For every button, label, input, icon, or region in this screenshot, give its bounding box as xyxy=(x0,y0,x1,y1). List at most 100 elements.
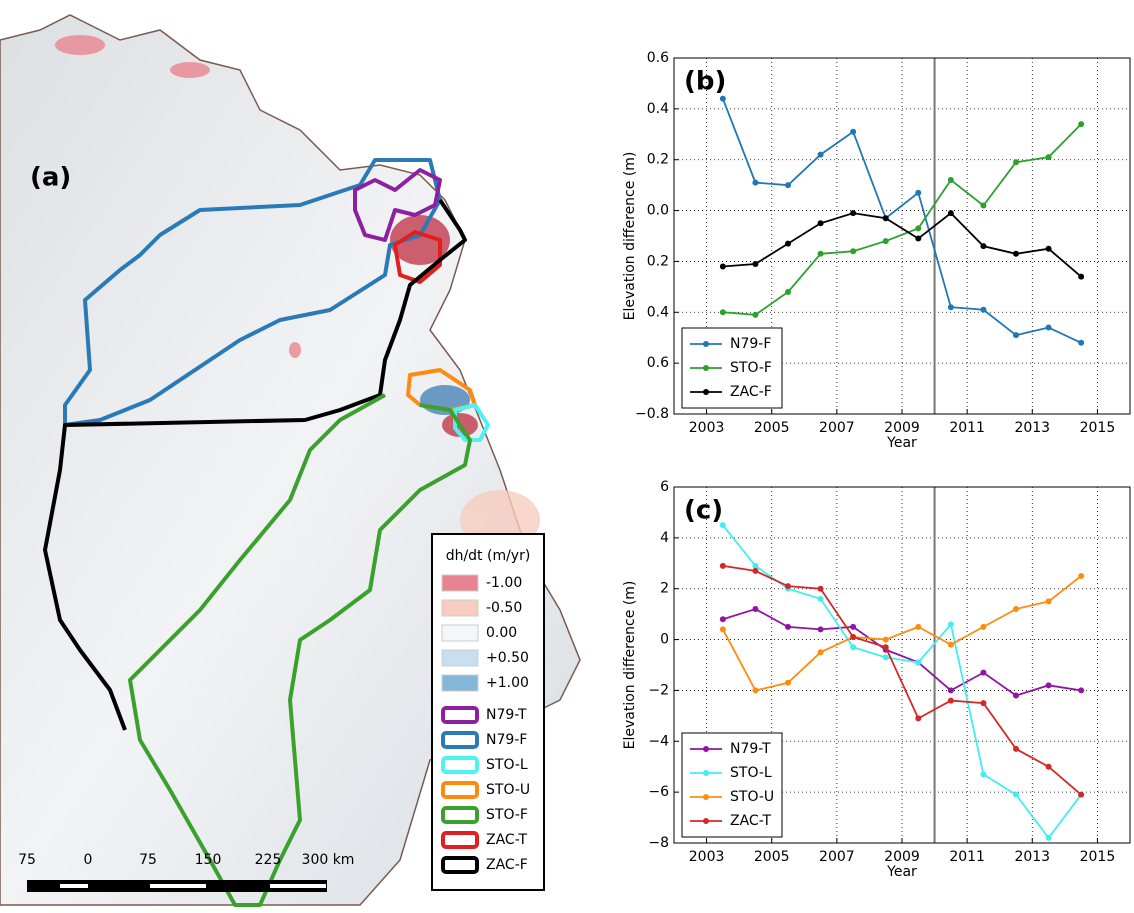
data-point xyxy=(752,180,758,186)
data-point xyxy=(915,624,921,630)
data-point xyxy=(1046,246,1052,252)
data-point xyxy=(980,243,986,249)
data-point xyxy=(883,644,889,650)
legend-label: -0.50 xyxy=(486,600,522,616)
data-point xyxy=(948,177,954,183)
y-tick-label: 0.4 xyxy=(647,101,669,117)
x-tick-label: 2015 xyxy=(1080,420,1116,436)
x-tick-label: 2011 xyxy=(949,849,985,865)
legend-label: 0.00 xyxy=(486,625,517,641)
data-point xyxy=(1046,154,1052,160)
data-point xyxy=(1078,121,1084,127)
legend-label: ZAC-T xyxy=(486,832,527,848)
legend-marker xyxy=(703,794,709,800)
scale-bar-segment xyxy=(270,884,326,888)
data-point xyxy=(883,654,889,660)
data-point xyxy=(752,261,758,267)
legend-marker xyxy=(703,365,709,371)
data-point xyxy=(785,680,791,686)
y-axis-label: Elevation difference (m) xyxy=(622,581,638,750)
y-tick-label: 0.2 xyxy=(647,152,669,168)
panel-label: (c) xyxy=(684,496,723,526)
scale-bar-segment xyxy=(150,884,206,888)
data-point xyxy=(883,637,889,643)
legend-marker xyxy=(703,818,709,824)
data-point xyxy=(1013,746,1019,752)
legend-label: STO-U xyxy=(486,782,530,798)
x-tick-label: 2003 xyxy=(689,849,725,865)
scale-label: 75 xyxy=(139,852,157,868)
legend-label: STO-F xyxy=(730,360,772,376)
legend-label: -1.00 xyxy=(486,575,522,591)
legend-label: STO-F xyxy=(486,807,528,823)
legend-label: STO-L xyxy=(486,757,528,773)
data-point xyxy=(850,644,856,650)
data-point xyxy=(980,670,986,676)
data-point xyxy=(785,289,791,295)
data-point xyxy=(752,687,758,693)
data-point xyxy=(1046,764,1052,770)
scale-bar-segment xyxy=(60,884,88,888)
page: (a) dh/dt (m/yr) -1.00-0.500.00+0.50+1.0… xyxy=(0,0,1134,913)
y-tick-label: 4 xyxy=(660,530,669,546)
data-point xyxy=(1013,792,1019,798)
data-point xyxy=(818,596,824,602)
data-point xyxy=(818,152,824,158)
data-point xyxy=(1046,682,1052,688)
x-tick-label: 2003 xyxy=(689,420,725,436)
data-point xyxy=(1078,687,1084,693)
scale-label: 75 xyxy=(18,852,36,868)
data-point xyxy=(818,586,824,592)
y-tick-label: −0.8 xyxy=(635,406,669,422)
y-tick-label: 0.6 xyxy=(647,50,669,66)
data-point xyxy=(1013,693,1019,699)
data-point xyxy=(850,634,856,640)
x-tick-label: 2011 xyxy=(949,420,985,436)
legend-label: +0.50 xyxy=(486,650,529,666)
data-point xyxy=(1013,251,1019,257)
panel-label: (a) xyxy=(30,163,71,193)
data-point xyxy=(1046,835,1052,841)
series-line xyxy=(723,576,1081,690)
data-point xyxy=(785,241,791,247)
x-tick-label: 2005 xyxy=(754,420,790,436)
data-point xyxy=(1078,573,1084,579)
data-point xyxy=(785,583,791,589)
legend-label: N79-T xyxy=(486,707,527,723)
data-point xyxy=(1078,340,1084,346)
legend-swatch xyxy=(442,650,478,666)
y-tick-label: 0 xyxy=(660,632,669,648)
y-tick-label: 0.0 xyxy=(647,203,669,219)
data-point xyxy=(752,312,758,318)
data-point xyxy=(720,96,726,102)
legend-label: ZAC-F xyxy=(486,857,528,873)
legend-label: N79-T xyxy=(730,741,771,757)
data-point xyxy=(818,251,824,257)
data-point xyxy=(883,215,889,221)
data-point xyxy=(785,182,791,188)
scale-label: 0 xyxy=(84,852,93,868)
y-tick-label: 0.4 xyxy=(647,304,669,320)
y-tick-label: −6 xyxy=(648,784,669,800)
data-point xyxy=(915,715,921,721)
legend-marker xyxy=(703,746,709,752)
data-point xyxy=(1046,598,1052,604)
y-tick-label: 6 xyxy=(660,479,669,495)
data-point xyxy=(915,236,921,242)
y-tick-label: −4 xyxy=(648,733,669,749)
data-point xyxy=(948,304,954,310)
scale-bar xyxy=(27,880,327,892)
y-axis-label: Elevation difference (m) xyxy=(622,152,638,321)
data-point xyxy=(1013,606,1019,612)
data-point xyxy=(915,225,921,231)
data-point xyxy=(850,129,856,135)
data-point xyxy=(980,307,986,313)
y-tick-label: 0.2 xyxy=(647,253,669,269)
y-tick-label: 0.6 xyxy=(647,355,669,371)
legend-marker xyxy=(703,389,709,395)
data-point xyxy=(720,563,726,569)
data-point xyxy=(1013,332,1019,338)
data-point xyxy=(818,220,824,226)
legend-swatch xyxy=(442,600,478,616)
y-tick-label: −8 xyxy=(648,835,669,851)
